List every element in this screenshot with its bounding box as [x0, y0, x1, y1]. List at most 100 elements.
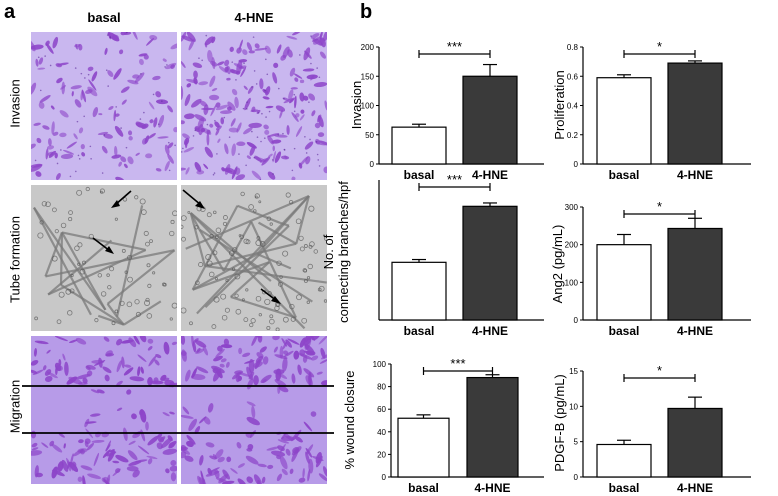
- cell-shape: [307, 469, 311, 482]
- cell-shape: [147, 458, 153, 465]
- cell-shape: [285, 448, 291, 456]
- cell-shape: [236, 122, 242, 133]
- cell-shape: [306, 74, 318, 80]
- cell-shape: [315, 138, 321, 145]
- cell-shape: [31, 143, 36, 150]
- cell-shape: [275, 105, 286, 112]
- cell-cluster: [255, 296, 262, 302]
- tube-segment: [191, 205, 239, 291]
- chart-ang2: 0 100 200 300 Ang2 (pg/mL) basal 4-HNE *: [550, 199, 751, 338]
- cell-shape: [199, 100, 208, 107]
- pore-dot: [304, 135, 306, 138]
- cell-shape: [127, 156, 134, 165]
- cell-shape: [210, 105, 217, 117]
- cell-shape: [181, 167, 187, 171]
- cell-shape: [201, 107, 214, 111]
- cell-shape: [186, 435, 196, 445]
- pore-dot: [305, 152, 308, 154]
- y-tick-label: 200: [565, 241, 579, 250]
- cell-shape: [225, 361, 230, 368]
- cell-shape: [292, 32, 302, 36]
- cell-shape: [230, 467, 238, 474]
- cell-shape: [305, 451, 310, 464]
- cell-shape: [184, 455, 194, 462]
- cell-cluster: [239, 234, 245, 240]
- pore-dot: [251, 130, 253, 133]
- cell-shape: [139, 336, 147, 343]
- y-tick-label: 100: [373, 360, 387, 369]
- cell-shape: [73, 133, 78, 140]
- cell-shape: [194, 125, 200, 131]
- cell-shape: [145, 153, 153, 159]
- cell-cluster: [243, 238, 249, 244]
- cell-shape: [265, 105, 274, 109]
- cell-cluster: [77, 242, 83, 248]
- cell-cluster: [52, 207, 57, 213]
- cell-shape: [283, 350, 294, 358]
- migration-basal-micrograph: [31, 336, 177, 484]
- pore-dot: [246, 108, 248, 110]
- tube-segment: [237, 204, 281, 224]
- cell-shape: [163, 341, 170, 355]
- cell-shape: [204, 36, 214, 46]
- cell-shape: [103, 336, 110, 342]
- pore-dot: [228, 136, 231, 138]
- cell-shape: [239, 39, 243, 50]
- bar-4-hne: [667, 407, 723, 478]
- cell-shape: [268, 153, 273, 158]
- cell-shape: [196, 366, 209, 374]
- cell-shape: [272, 336, 280, 341]
- cell-shape: [80, 143, 85, 150]
- cell-shape: [324, 100, 327, 111]
- cell-shape: [155, 168, 162, 172]
- cell-shape: [153, 117, 158, 128]
- cell-cluster: [206, 212, 212, 218]
- cell-shape: [242, 352, 251, 358]
- cell-shape: [158, 114, 165, 128]
- pore-dot: [238, 153, 240, 155]
- cell-shape: [108, 105, 114, 111]
- cell-cluster: [60, 222, 67, 229]
- significance-label: ***: [447, 172, 462, 187]
- pore-dot: [126, 32, 128, 34]
- y-tick-label: 100: [361, 102, 375, 111]
- bar-basal: [391, 261, 447, 321]
- cell-shape: [287, 338, 300, 345]
- cell-shape: [72, 461, 77, 467]
- cell-shape: [290, 87, 298, 90]
- cell-cluster: [234, 293, 239, 298]
- cell-cluster: [144, 299, 151, 306]
- y-tick-label: 300: [565, 203, 579, 212]
- pore-dot: [181, 151, 183, 153]
- cell-cluster: [170, 219, 175, 225]
- cell-shape: [294, 77, 299, 82]
- cell-shape: [317, 132, 325, 138]
- pore-dot: [299, 54, 301, 56]
- cell-cluster: [119, 300, 125, 306]
- cell-shape: [54, 336, 68, 342]
- cell-shape: [302, 68, 315, 72]
- cell-shape: [181, 350, 187, 356]
- cell-shape: [69, 453, 74, 467]
- cell-shape: [124, 163, 128, 169]
- pore-dot: [60, 149, 62, 151]
- pore-dot: [253, 70, 256, 72]
- cell-shape: [31, 442, 38, 448]
- cell-shape: [226, 77, 231, 81]
- cell-cluster: [109, 266, 115, 272]
- cell-cluster: [45, 201, 51, 208]
- cell-cluster: [323, 299, 327, 303]
- cell-shape: [311, 355, 319, 361]
- cell-cluster: [171, 302, 177, 309]
- cell-cluster: [134, 195, 139, 200]
- cell-shape: [236, 47, 242, 54]
- cell-shape: [303, 421, 313, 432]
- cell-shape: [224, 143, 229, 155]
- cell-shape: [300, 109, 305, 114]
- cell-shape: [281, 468, 288, 476]
- cell-shape: [225, 167, 237, 175]
- cell-shape: [280, 155, 290, 160]
- cell-shape: [316, 371, 323, 375]
- pore-dot: [157, 123, 160, 125]
- y-axis-label: Invasion: [349, 81, 364, 129]
